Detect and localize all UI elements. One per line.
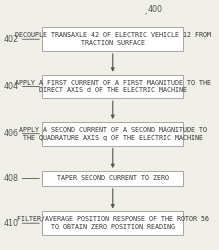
Text: 400: 400 [148,5,162,14]
Text: 404: 404 [4,82,19,91]
Text: APPLY A SECOND CURRENT OF A SECOND MAGNITUDE TO
THE QUADRATURE AXIS q OF THE ELE: APPLY A SECOND CURRENT OF A SECOND MAGNI… [19,127,207,140]
Text: APPLY A FIRST CURRENT OF A FIRST MAGNITUDE TO THE
DIRECT AXIS d OF THE ELECTRIC : APPLY A FIRST CURRENT OF A FIRST MAGNITU… [15,80,211,93]
Text: TAPER SECOND CURRENT TO ZERO: TAPER SECOND CURRENT TO ZERO [57,176,169,182]
Text: 408: 408 [4,174,19,183]
FancyBboxPatch shape [42,28,183,51]
Text: 410: 410 [4,219,19,228]
FancyBboxPatch shape [42,122,183,146]
Text: 406: 406 [4,129,19,138]
FancyBboxPatch shape [42,75,183,98]
FancyBboxPatch shape [42,212,183,235]
Text: 402: 402 [4,35,19,44]
FancyBboxPatch shape [42,171,183,186]
Text: DECOUPLE TRANSAXLE 42 OF ELECTRIC VEHICLE 12 FROM
TRACTION SURFACE: DECOUPLE TRANSAXLE 42 OF ELECTRIC VEHICL… [15,32,211,46]
Text: FILTER/AVERAGE POSITION RESPONSE OF THE ROTOR 56
TO OBTAIN ZERO POSITION READING: FILTER/AVERAGE POSITION RESPONSE OF THE … [17,216,209,230]
